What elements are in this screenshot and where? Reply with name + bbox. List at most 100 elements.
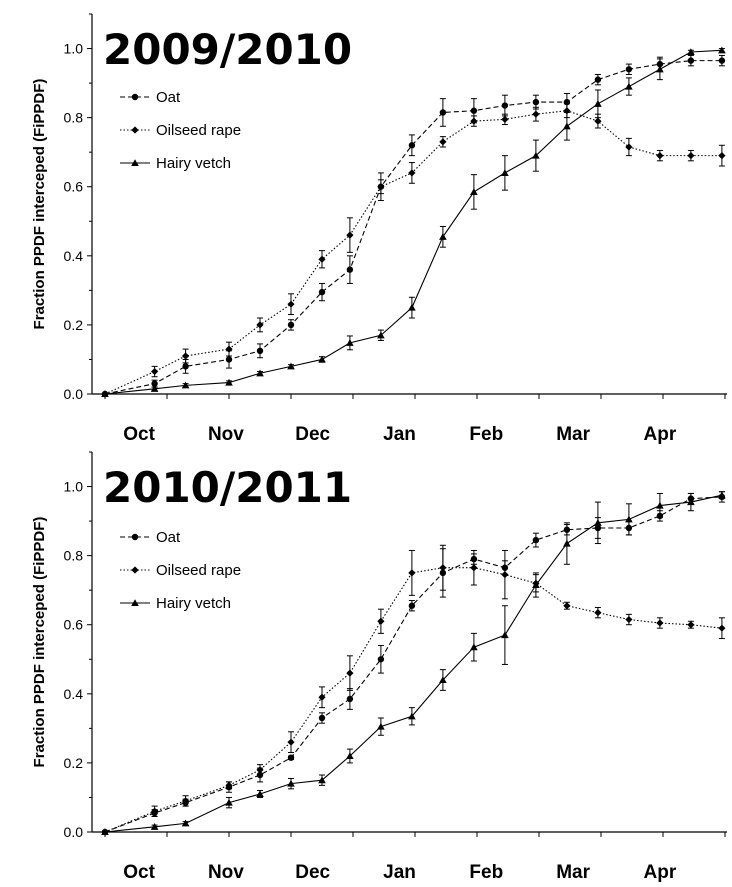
panel-2-data-point	[346, 669, 354, 677]
panel-1-data-point	[656, 65, 664, 73]
panel-2-data-point	[470, 643, 478, 651]
panel-1-data-point	[346, 266, 354, 273]
panel-1-ytick-label: 0.0	[64, 386, 84, 402]
panel-2-month-label: Oct	[123, 862, 155, 882]
panel-1-data-point	[181, 381, 190, 389]
panel-1-data-point	[182, 352, 190, 360]
panel-2-data-point	[408, 602, 416, 609]
panel-1-data-point	[687, 57, 695, 64]
panel-1-data-point	[318, 255, 326, 263]
panel-1-data-point	[625, 82, 633, 90]
panel-1-data-point	[439, 109, 447, 116]
panel-1-data-point	[625, 143, 633, 151]
legend-label: Oilseed rape	[156, 122, 241, 139]
panel-2-data-point	[150, 823, 159, 830]
panel-1-data-point	[151, 367, 159, 376]
panel-2-ytick-label: 0.8	[64, 548, 84, 564]
panel-2-series-line-hairy-vetch	[104, 494, 723, 833]
panel-1-ytick-label: 0.2	[64, 317, 84, 333]
panel-2-data-point	[594, 519, 602, 526]
panel-1-ytick-label: 0.4	[64, 248, 84, 264]
panel-1-data-point	[439, 233, 447, 240]
panel-1-data-point	[256, 321, 264, 329]
panel-1-series-line-oat	[104, 60, 722, 395]
panel-1-data-point	[470, 188, 478, 195]
panel-1-data-point	[594, 76, 602, 83]
panel-1-data-point	[439, 138, 447, 146]
panel-2-series-line-oat	[104, 496, 722, 833]
panel-1-data-point	[408, 169, 416, 177]
panel-2-data-point	[256, 766, 264, 774]
panel-2-ytick-label: 0.4	[64, 686, 84, 702]
panel-1-data-point	[377, 183, 385, 191]
panel-1-series-line-oilseed-rape	[104, 110, 722, 395]
panel-2-data-point	[501, 571, 509, 579]
panel-1-data-point	[318, 288, 326, 296]
panel-2-data-point	[439, 564, 447, 572]
panel-1-data-point	[256, 347, 264, 355]
panel-1-data-point	[101, 390, 109, 398]
panel-2-data-point	[287, 738, 295, 746]
panel-2-data-point	[563, 602, 571, 610]
panel-2-data-point	[656, 501, 664, 509]
panel-1-data-point	[287, 362, 295, 370]
panel-2-data-point	[563, 539, 571, 547]
panel-2-data-point	[470, 564, 478, 572]
panel-1-data-point	[687, 48, 695, 56]
panel-2-data-point	[532, 581, 540, 589]
panel-2-data-point	[625, 515, 633, 523]
panel-2-ytick-label: 0.0	[64, 824, 84, 840]
panel-2-ytick-label: 1.0	[64, 479, 84, 495]
panel-1-month-label: Mar	[556, 424, 590, 445]
panel-1-data-point	[594, 117, 602, 125]
panel-1-ytick-label: 0.8	[64, 110, 84, 126]
panel-2-month-label: Apr	[644, 862, 677, 882]
panel-1-data-point	[150, 385, 159, 392]
panel-1-data-point	[470, 117, 478, 125]
panel-2-data-point	[318, 776, 326, 784]
legend-marker	[131, 126, 139, 134]
panel-1-data-point	[377, 331, 385, 339]
panel-2-data-point	[225, 781, 233, 789]
panel-2-month-label: Dec	[295, 862, 330, 882]
panel-1-month-label: Apr	[644, 424, 677, 445]
legend-label: Oilseed rape	[156, 562, 241, 579]
panel-1-data-point	[532, 110, 540, 118]
panel-1-data-point	[225, 345, 233, 353]
panel-1-month-label: Feb	[469, 424, 503, 445]
panel-1-month-label: Dec	[295, 424, 330, 445]
panel-1-data-point	[687, 152, 695, 160]
panel-1-data-point	[470, 107, 478, 114]
panel-1-data-point	[718, 152, 726, 160]
panel-1-data-point	[718, 46, 726, 54]
panel-2-data-point	[151, 807, 159, 815]
panel-1-ytick-label: 1.0	[64, 41, 84, 57]
panel-1-data-point	[182, 363, 189, 370]
panel-1-data-point	[656, 152, 664, 160]
panel-1-month-label: Oct	[123, 424, 155, 445]
panel-2-data-point	[346, 695, 354, 703]
panel-1-title: 2009/2010	[103, 25, 352, 74]
panel-1-series-line-hairy-vetch	[104, 49, 722, 395]
legend-label: Oat	[156, 529, 181, 546]
panel-2-data-point	[718, 624, 726, 632]
panel-1-ytick-label: 0.6	[64, 179, 84, 195]
panel-1-data-point	[594, 100, 602, 107]
panel-2-data-point	[625, 615, 633, 624]
panel-2-data-point	[501, 631, 509, 639]
panel-2-month-label: Feb	[469, 862, 503, 882]
panel-2-month-label: Nov	[208, 862, 244, 882]
panel-2-ytick-label: 0.6	[64, 617, 84, 633]
legend-label: Hairy vetch	[156, 595, 231, 612]
panel-2-month-label: Jan	[383, 862, 416, 882]
panel-1-data-point	[532, 98, 540, 106]
panel-1-data-point	[256, 369, 264, 377]
panel-1-data-point	[501, 102, 509, 109]
panel-2-data-point	[318, 714, 326, 722]
panel-1-data-point	[625, 66, 633, 73]
legend-marker	[131, 566, 139, 574]
panel-1-data-point	[346, 339, 354, 346]
panel-2-y-axis-label: Fraction PPDF interceped (FiPPDF)	[31, 517, 48, 768]
legend-marker	[131, 599, 139, 607]
